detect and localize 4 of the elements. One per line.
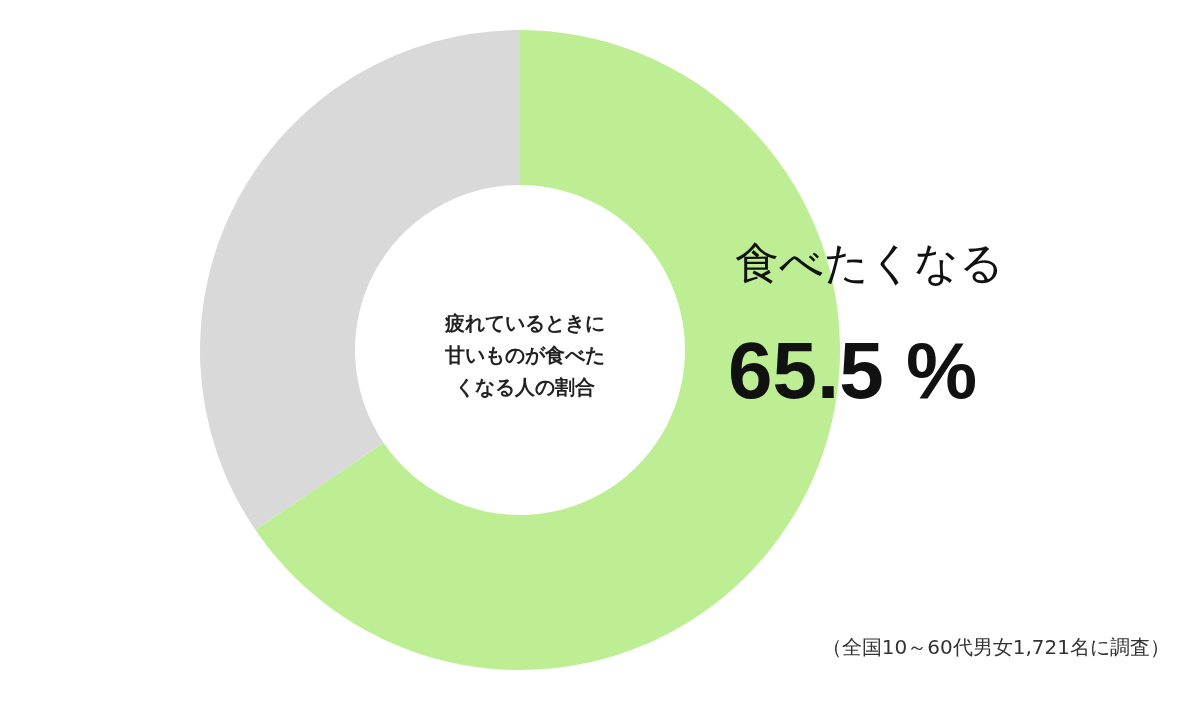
slice-label: 食べたくなる [735, 236, 1004, 288]
text: （全国10～60代男女1,721名に調査） [821, 635, 1170, 659]
data-label: 65.5 % [728, 325, 978, 415]
text: 疲れているときに甘いものが食べたくなる人の割合 [444, 311, 605, 399]
